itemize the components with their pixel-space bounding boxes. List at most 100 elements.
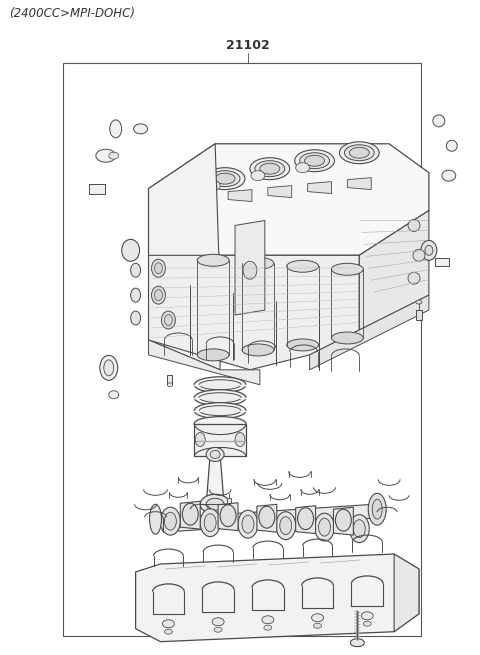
Polygon shape	[148, 340, 260, 384]
Polygon shape	[148, 144, 429, 255]
Ellipse shape	[313, 624, 322, 628]
Ellipse shape	[361, 612, 373, 620]
Polygon shape	[296, 506, 315, 534]
Ellipse shape	[332, 332, 363, 344]
Ellipse shape	[199, 393, 241, 403]
Ellipse shape	[152, 259, 166, 277]
Text: 21102: 21102	[226, 39, 270, 52]
Ellipse shape	[150, 504, 161, 534]
Ellipse shape	[165, 314, 172, 326]
Ellipse shape	[287, 260, 319, 272]
Ellipse shape	[314, 514, 335, 541]
Ellipse shape	[336, 509, 351, 531]
Ellipse shape	[194, 417, 246, 430]
Ellipse shape	[200, 509, 220, 536]
Text: (2400CC>MPI-DOHC): (2400CC>MPI-DOHC)	[9, 7, 135, 20]
Ellipse shape	[197, 349, 229, 361]
Ellipse shape	[251, 171, 265, 181]
Ellipse shape	[162, 620, 174, 627]
Ellipse shape	[199, 405, 241, 416]
Ellipse shape	[200, 495, 230, 514]
Ellipse shape	[205, 168, 245, 189]
Ellipse shape	[210, 451, 220, 458]
Ellipse shape	[199, 380, 241, 390]
Ellipse shape	[96, 149, 116, 162]
Ellipse shape	[131, 311, 141, 325]
Ellipse shape	[416, 300, 422, 304]
Bar	[227, 498, 231, 512]
Ellipse shape	[264, 626, 272, 630]
Ellipse shape	[425, 246, 433, 255]
Ellipse shape	[312, 614, 324, 622]
Polygon shape	[310, 295, 429, 370]
Ellipse shape	[165, 512, 176, 530]
Ellipse shape	[122, 239, 140, 261]
Polygon shape	[218, 503, 238, 531]
Ellipse shape	[212, 618, 224, 626]
Ellipse shape	[262, 616, 274, 624]
Polygon shape	[194, 424, 246, 457]
Ellipse shape	[349, 515, 369, 542]
Polygon shape	[228, 189, 252, 202]
Polygon shape	[136, 554, 419, 642]
Polygon shape	[394, 554, 419, 631]
Ellipse shape	[350, 639, 364, 646]
Bar	[435, 258, 449, 267]
Ellipse shape	[109, 152, 119, 159]
Ellipse shape	[446, 140, 457, 151]
Ellipse shape	[242, 257, 274, 269]
Ellipse shape	[104, 360, 114, 376]
Ellipse shape	[280, 517, 292, 534]
Ellipse shape	[168, 383, 172, 386]
Bar	[63, 63, 421, 636]
Ellipse shape	[287, 339, 319, 351]
Ellipse shape	[296, 162, 310, 173]
Ellipse shape	[238, 510, 258, 538]
Ellipse shape	[197, 254, 229, 267]
Polygon shape	[334, 507, 353, 535]
Polygon shape	[308, 181, 332, 194]
Ellipse shape	[242, 515, 254, 533]
Polygon shape	[148, 144, 220, 370]
Ellipse shape	[298, 508, 313, 530]
Ellipse shape	[133, 124, 147, 134]
Ellipse shape	[206, 181, 220, 191]
Ellipse shape	[259, 506, 275, 528]
Ellipse shape	[421, 240, 437, 260]
Ellipse shape	[260, 163, 280, 174]
Polygon shape	[164, 504, 374, 532]
Ellipse shape	[276, 512, 296, 540]
Ellipse shape	[110, 120, 122, 138]
Polygon shape	[148, 255, 360, 370]
Ellipse shape	[368, 493, 386, 525]
Polygon shape	[158, 508, 164, 532]
Ellipse shape	[210, 171, 240, 187]
Ellipse shape	[353, 519, 365, 538]
Ellipse shape	[194, 377, 246, 393]
Ellipse shape	[372, 499, 382, 519]
Ellipse shape	[155, 263, 162, 274]
Ellipse shape	[332, 263, 363, 275]
Ellipse shape	[442, 170, 456, 181]
Ellipse shape	[242, 344, 274, 356]
Ellipse shape	[165, 629, 172, 634]
Polygon shape	[206, 455, 224, 504]
Ellipse shape	[413, 250, 425, 261]
Ellipse shape	[408, 219, 420, 231]
Ellipse shape	[204, 514, 216, 532]
Ellipse shape	[194, 390, 246, 405]
Ellipse shape	[109, 391, 119, 399]
Ellipse shape	[152, 286, 166, 304]
Ellipse shape	[214, 627, 222, 632]
Ellipse shape	[215, 173, 235, 184]
Bar	[89, 183, 105, 194]
Ellipse shape	[206, 498, 224, 510]
Ellipse shape	[408, 272, 420, 284]
Ellipse shape	[319, 518, 330, 536]
Ellipse shape	[194, 403, 246, 419]
Ellipse shape	[131, 263, 141, 277]
Ellipse shape	[195, 432, 205, 447]
Ellipse shape	[235, 432, 245, 447]
Ellipse shape	[295, 150, 335, 172]
Polygon shape	[360, 210, 429, 330]
